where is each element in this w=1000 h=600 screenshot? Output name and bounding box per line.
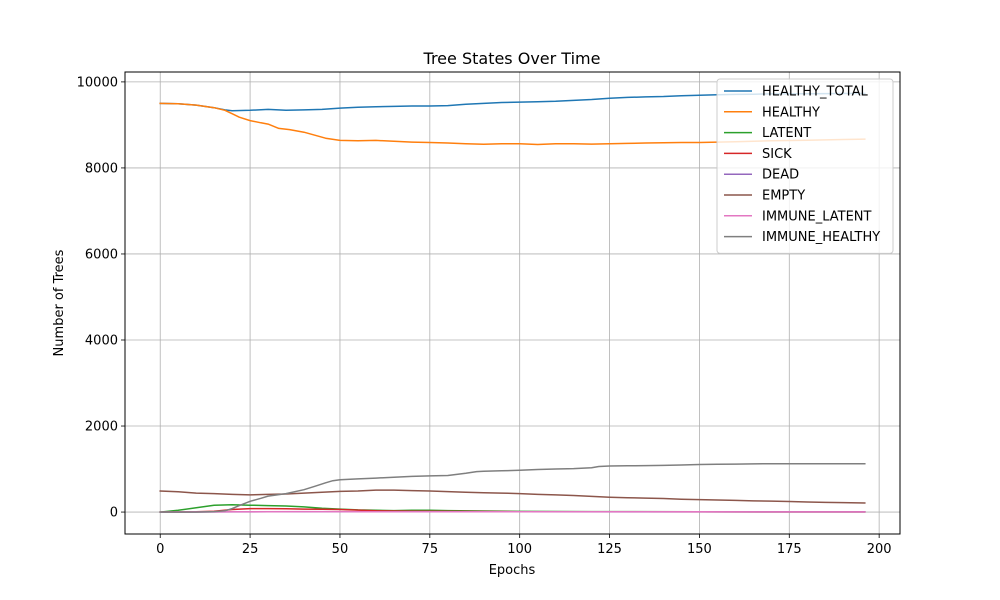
legend-label: HEALTHY_TOTAL [762,85,868,100]
x-tick-label: 150 [687,542,712,557]
plot-area-frame [124,71,901,535]
y-tick-label: 6000 [85,247,118,262]
series-line-healthy [159,102,866,146]
y-axis-label: Number of Trees [52,249,67,356]
legend-label: DEAD [762,168,799,183]
x-tick-label: 125 [597,542,622,557]
x-tick-label: 175 [777,542,802,557]
x-axis-ticks: 0 25 50 75 100 125 150 175 200 [156,534,892,557]
legend-label: IMMUNE_HEALTHY [762,230,880,245]
x-tick-label: 0 [156,542,164,557]
legend-label: HEALTHY [762,105,820,120]
y-tick-label: 2000 [85,420,118,435]
x-tick-label: 100 [507,542,532,557]
y-tick-label: 10000 [77,75,118,90]
y-axis-ticks: 0 2000 4000 6000 8000 10000 [77,75,125,521]
chart-title: Tree States Over Time [423,49,601,68]
legend-label: SICK [762,147,792,162]
legend-label: EMPTY [762,189,805,204]
legend-label: LATENT [762,126,811,141]
legend-box [716,78,894,254]
x-tick-label: 75 [422,542,439,557]
x-tick-label: 50 [332,542,349,557]
x-tick-label: 200 [867,542,892,557]
x-tick-label: 25 [242,542,259,557]
x-axis-label: Epochs [489,563,536,578]
series-line-immune-healthy [159,462,866,513]
y-tick-label: 4000 [85,333,118,348]
y-tick-label: 0 [110,506,118,521]
legend-label: IMMUNE_LATENT [762,209,872,224]
series-lines [159,92,866,513]
y-tick-label: 8000 [85,161,118,176]
legend: HEALTHY_TOTAL HEALTHY LATENT SICK DEAD EMPTY I… [716,78,894,254]
